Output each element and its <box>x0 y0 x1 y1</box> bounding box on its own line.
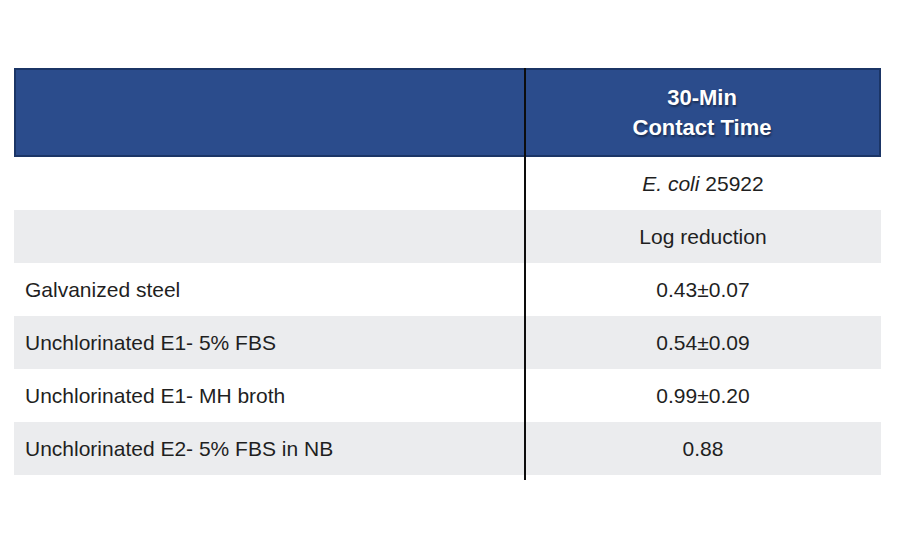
contact-time-table: 30-Min Contact Time E. coli 25922 Log red… <box>14 68 881 475</box>
row-value: 0.54±0.09 <box>525 331 881 355</box>
table-row: Unchlorinated E1- MH broth 0.99±0.20 <box>14 369 881 422</box>
table-row: Galvanized steel 0.43±0.07 <box>14 263 881 316</box>
row-value: 0.43±0.07 <box>525 278 881 302</box>
page: 30-Min Contact Time E. coli 25922 Log red… <box>0 0 900 550</box>
organism-name: E. coli <box>642 172 699 195</box>
table-row: Unchlorinated E2- 5% FBS in NB 0.88 <box>14 422 881 475</box>
row-label: Unchlorinated E2- 5% FBS in NB <box>14 437 525 461</box>
header-contact-time-cell: 30-Min Contact Time <box>525 70 879 155</box>
row-label: Unchlorinated E1- 5% FBS <box>14 331 525 355</box>
header-empty-cell <box>16 70 525 155</box>
row-value: 0.88 <box>525 437 881 461</box>
row-label: Unchlorinated E1- MH broth <box>14 384 525 408</box>
column-divider-line <box>524 68 526 480</box>
header-line2: Contact Time <box>633 113 772 143</box>
organism-row: E. coli 25922 <box>14 157 881 210</box>
row-label: Galvanized steel <box>14 278 525 302</box>
table-header-row: 30-Min Contact Time <box>14 68 881 157</box>
row-value: 0.99±0.20 <box>525 384 881 408</box>
table-row: Unchlorinated E1- 5% FBS 0.54±0.09 <box>14 316 881 369</box>
organism-cell: E. coli 25922 <box>525 172 881 196</box>
header-line1: 30-Min <box>667 83 737 113</box>
metric-label: Log reduction <box>525 225 881 249</box>
metric-row: Log reduction <box>14 210 881 263</box>
organism-strain: 25922 <box>705 172 763 195</box>
